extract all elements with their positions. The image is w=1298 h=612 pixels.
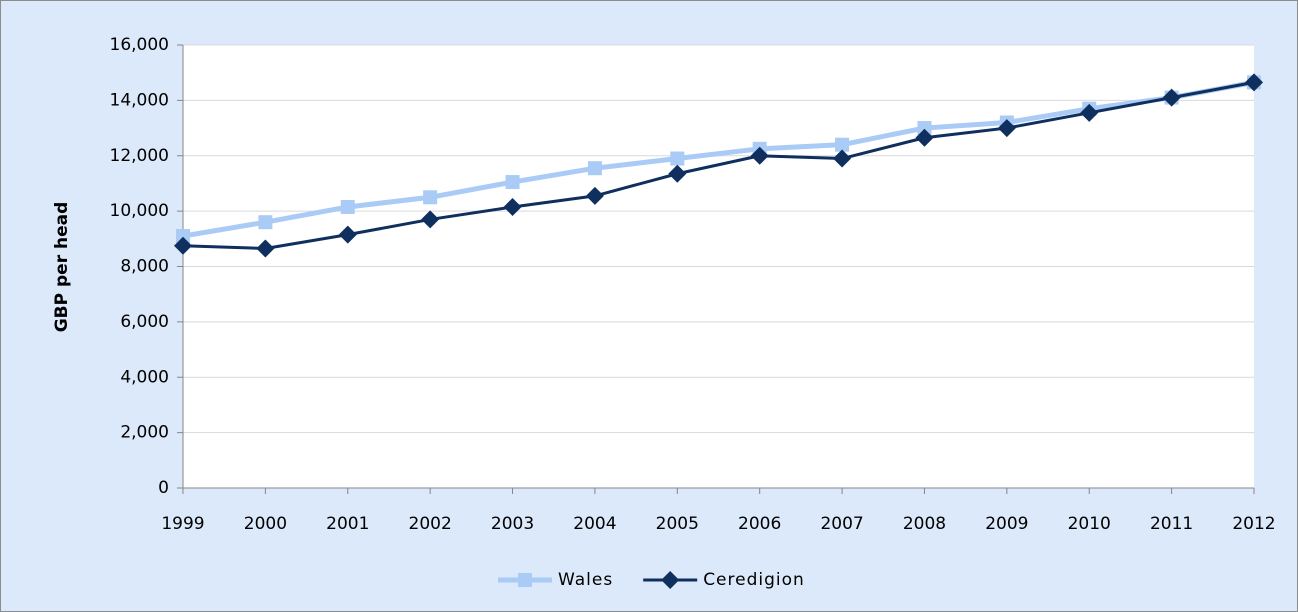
data-point	[1080, 103, 1099, 122]
y-tick-label: 2,000	[120, 423, 169, 443]
series-line	[182, 79, 1255, 239]
data-point	[997, 119, 1016, 138]
data-point	[587, 161, 602, 176]
x-tick-label: 2000	[244, 514, 287, 534]
data-point	[421, 210, 440, 229]
x-tick-label: 2009	[985, 514, 1028, 534]
y-tick-label: 4,000	[120, 367, 169, 387]
data-point	[1245, 73, 1263, 92]
data-point	[423, 190, 438, 205]
data-point	[1162, 88, 1181, 107]
x-tick-label: 1999	[161, 514, 204, 534]
x-tick-label: 2006	[738, 514, 781, 534]
data-point	[915, 128, 934, 147]
data-point	[176, 229, 190, 244]
legend-label: Ceredigion	[703, 570, 805, 590]
legend-marker	[518, 573, 532, 587]
data-point	[668, 164, 687, 183]
data-point	[585, 186, 604, 205]
data-point	[174, 236, 192, 255]
x-tick-label: 2003	[491, 514, 534, 534]
y-tick-label: 10,000	[110, 201, 169, 221]
legend-label: Wales	[558, 570, 613, 590]
data-point	[340, 199, 355, 214]
data-point	[833, 149, 852, 168]
data-point	[338, 225, 357, 244]
data-point	[750, 146, 769, 165]
x-tick-label: 2002	[409, 514, 452, 534]
x-tick-label: 2004	[573, 514, 616, 534]
x-tick-label: 2007	[820, 514, 863, 534]
x-tick-label: 2008	[903, 514, 946, 534]
data-point	[503, 197, 522, 216]
data-point	[505, 175, 520, 190]
legend-marker	[661, 571, 680, 589]
y-tick-label: 12,000	[110, 146, 169, 166]
data-point	[835, 137, 850, 152]
data-point	[917, 121, 932, 136]
x-tick-label: 2001	[326, 514, 369, 534]
x-tick-label: 2005	[656, 514, 699, 534]
series-line	[182, 80, 1255, 251]
x-tick-label: 2011	[1150, 514, 1193, 534]
y-axis-label: GBP per head	[52, 202, 72, 333]
y-tick-label: 0	[158, 478, 169, 498]
data-point	[256, 239, 275, 258]
y-tick-label: 14,000	[110, 90, 169, 110]
x-tick-label: 2010	[1068, 514, 1111, 534]
y-tick-label: 16,000	[110, 35, 169, 55]
y-tick-label: 6,000	[120, 312, 169, 332]
x-tick-label: 2012	[1232, 514, 1275, 534]
data-point	[670, 151, 685, 166]
data-point	[258, 215, 273, 230]
y-tick-label: 8,000	[120, 257, 169, 277]
